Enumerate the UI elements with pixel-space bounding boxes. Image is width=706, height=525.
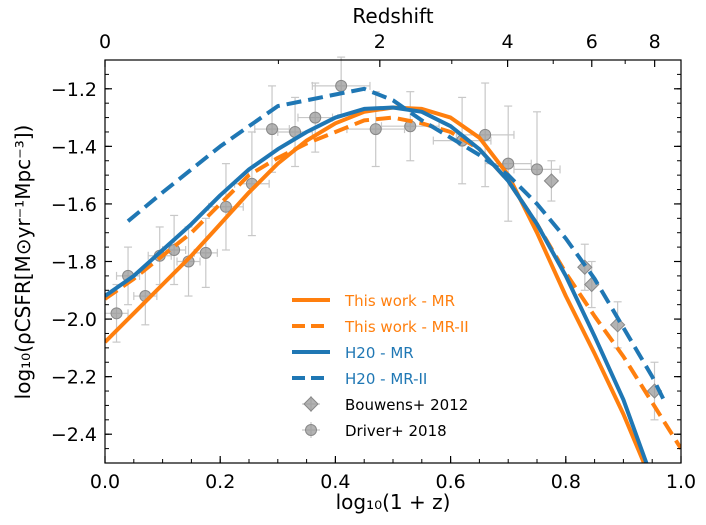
- x-tick-label: 0.6: [435, 471, 465, 493]
- legend: This work - MR This work - MR-II H20 - MR H…: [292, 292, 469, 440]
- error-bars-layer: [104, 56, 659, 421]
- bouwens-marker: [543, 173, 560, 189]
- driver-marker: [531, 163, 543, 176]
- legend-circle: [305, 424, 317, 436]
- legend-label: H20 - MR: [345, 344, 414, 362]
- driver-marker: [199, 246, 212, 259]
- legend-diamond: [303, 396, 319, 412]
- x-tick-label: 0.8: [551, 471, 581, 493]
- legend-label: H20 - MR-II: [345, 370, 427, 388]
- x-tick-label: 0.2: [205, 471, 235, 493]
- x-axis-title: log₁₀(1 + z): [336, 490, 451, 514]
- driver-marker: [335, 79, 348, 92]
- ticks-layer: [104, 59, 682, 464]
- top-tick-label: 6: [586, 31, 598, 53]
- y-axis-title: log₁₀(ρCSFR[M⊙yr⁻¹Mpc⁻³]): [11, 125, 35, 400]
- legend-label: This work - MR: [344, 292, 455, 310]
- tick-labels-layer: 0.0 0.2 0.4 0.6 0.8 1.0 −2.4 −2.2 −2.0 −1.8 −1.6 −1…: [51, 31, 696, 493]
- x-tick-label: 0.0: [90, 471, 120, 493]
- y-tick-label: −2.2: [51, 367, 97, 389]
- legend-label: This work - MR-II: [344, 318, 469, 336]
- top-tick-label: 0: [99, 31, 111, 53]
- y-tick-label: −1.2: [51, 79, 97, 101]
- top-tick-label: 2: [374, 31, 386, 53]
- bouwens-marker: [577, 259, 593, 275]
- y-tick-label: −1.8: [51, 252, 97, 274]
- y-tick-label: −2.0: [51, 309, 97, 331]
- y-tick-label: −1.6: [51, 194, 97, 216]
- driver-marker: [479, 128, 492, 141]
- driver-marker: [168, 243, 181, 256]
- legend-label: Driver+ 2018: [345, 422, 447, 440]
- driver-marker: [266, 123, 279, 136]
- driver-marker: [309, 111, 322, 124]
- x-tick-label: 0.4: [320, 471, 350, 493]
- series-line-this-work-mr-ii: [105, 115, 681, 450]
- series-line-h20-mr-ii: [126, 86, 666, 401]
- driver-marker: [110, 307, 123, 320]
- driver-marker: [369, 123, 382, 136]
- y-tick-label: −2.4: [51, 424, 97, 446]
- x-tick-label: 1.0: [666, 471, 696, 493]
- driver-marker: [502, 157, 515, 170]
- y-tick-label: −1.4: [51, 136, 97, 158]
- legend-label: Bouwens+ 2012: [345, 396, 468, 414]
- top-tick-label: 4: [502, 31, 514, 53]
- series-line-h20-mr: [105, 105, 649, 463]
- driver-marker: [219, 200, 232, 213]
- top-axis-title: Redshift: [352, 4, 433, 28]
- model-lines-layer: [105, 86, 681, 463]
- top-tick-label: 8: [649, 31, 661, 53]
